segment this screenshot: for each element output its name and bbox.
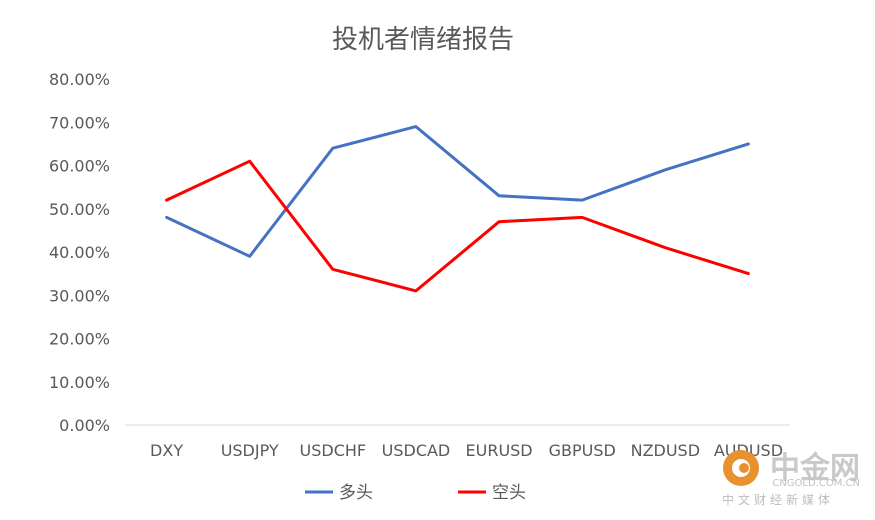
legend: 多头 空头 bbox=[305, 483, 526, 503]
y-tick-label: 30.00% bbox=[49, 286, 110, 305]
x-tick-label: DXY bbox=[150, 441, 183, 460]
logo-core-icon bbox=[739, 463, 749, 473]
x-tick-label: NZDUSD bbox=[631, 441, 700, 460]
y-tick-label: 80.00% bbox=[49, 70, 110, 89]
y-tick-label: 70.00% bbox=[49, 113, 110, 132]
y-tick-label: 40.00% bbox=[49, 243, 110, 262]
series-lines bbox=[165, 125, 750, 293]
y-tick-label: 10.00% bbox=[49, 373, 110, 392]
x-tick-label: USDJPY bbox=[221, 441, 279, 460]
series-line-2 bbox=[165, 159, 750, 293]
y-tick-label: 0.00% bbox=[59, 416, 110, 435]
x-tick-label: USDCHF bbox=[300, 441, 367, 460]
x-tick-label: USDCAD bbox=[382, 441, 451, 460]
cngold-logo bbox=[723, 450, 759, 486]
series-line-1 bbox=[165, 125, 750, 258]
chart-title: 投机者情绪报告 bbox=[332, 25, 514, 55]
watermark-brand: 中金网 bbox=[770, 451, 860, 486]
y-axis-ticks: 0.00% 10.00% 20.00% 30.00% 40.00% 50.00% 60.00… bbox=[49, 70, 110, 435]
y-tick-label: 60.00% bbox=[49, 157, 110, 176]
watermark-tagline: 中文财经新媒体 bbox=[722, 492, 834, 507]
watermark-domain: CNGOLD.COM.CN bbox=[772, 478, 860, 489]
y-tick-label: 50.00% bbox=[49, 200, 110, 219]
legend-label: 多头 bbox=[339, 483, 373, 503]
y-tick-label: 20.00% bbox=[49, 330, 110, 349]
x-tick-label: GBPUSD bbox=[549, 441, 616, 460]
x-axis-ticks: DXY USDJPY USDCHF USDCAD EURUSD GBPUSD NZDUSD A… bbox=[150, 441, 783, 460]
legend-label: 空头 bbox=[492, 483, 526, 503]
x-tick-label: EURUSD bbox=[466, 441, 533, 460]
watermark: 中金网 CNGOLD.COM.CN 中文财经新媒体 bbox=[722, 450, 860, 507]
